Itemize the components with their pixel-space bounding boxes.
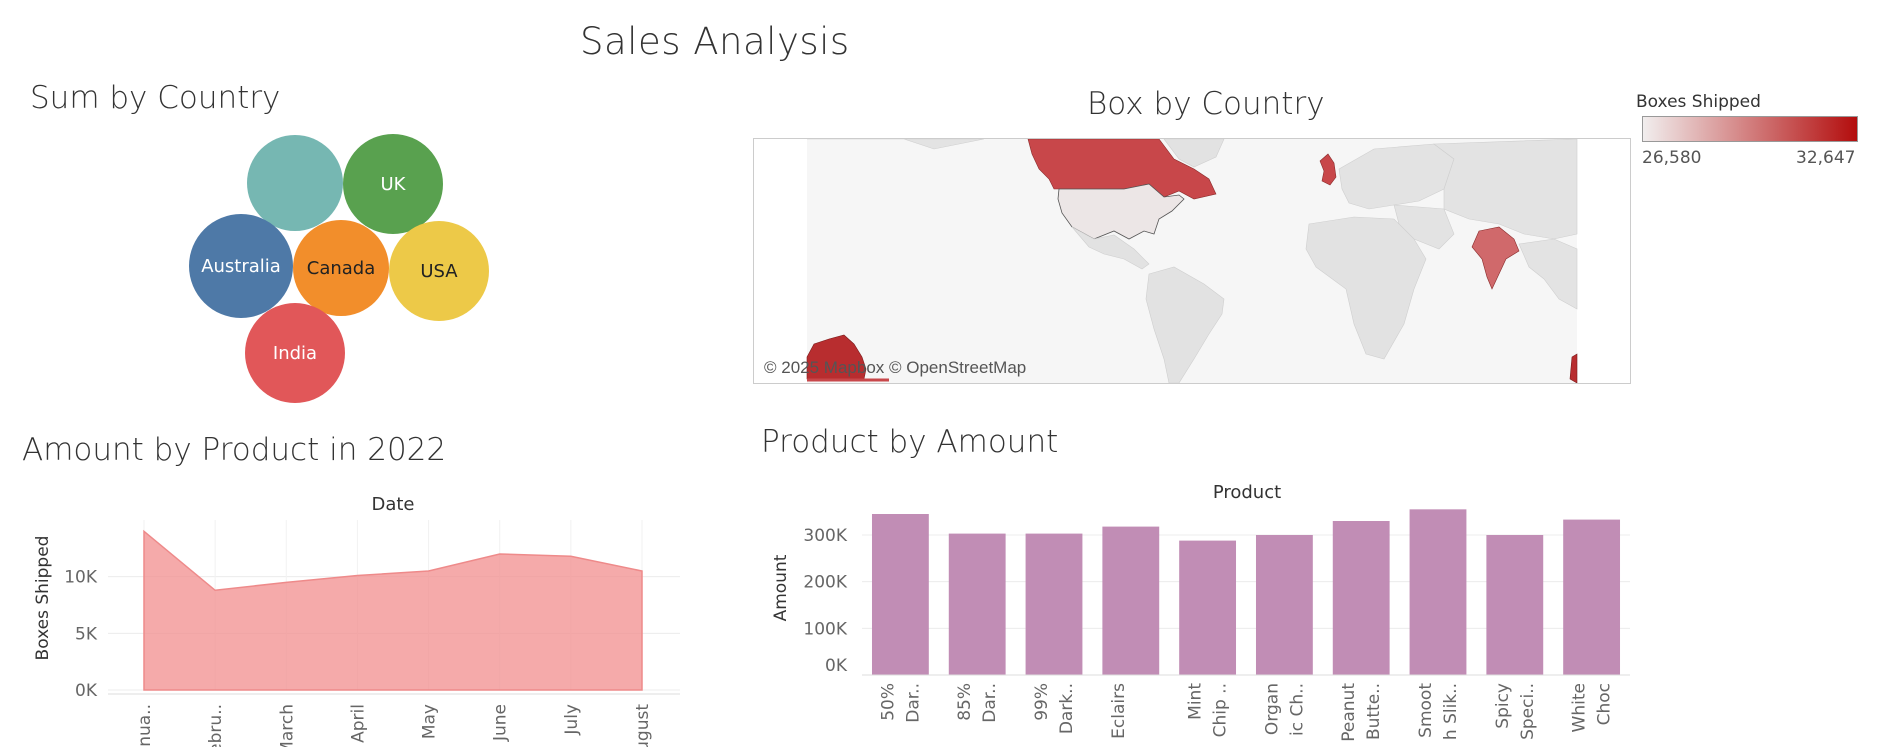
- bar-xtick: 99%: [1032, 683, 1052, 721]
- bubble-chart[interactable]: UK Australia Canada USA India: [0, 0, 560, 410]
- bubble-label: UK: [381, 174, 407, 195]
- bar-xtick: Chip ..: [1211, 683, 1231, 737]
- bar-xtick: Mint: [1186, 683, 1206, 720]
- bar-ylabel: Amount: [771, 554, 791, 621]
- map-country-new-zealand: [1569, 353, 1578, 383]
- bar-ytick: 100K: [803, 619, 847, 639]
- map-country-south-america: [1145, 266, 1225, 383]
- map-country-uk: [1319, 153, 1337, 186]
- bar-mark[interactable]: [1255, 535, 1313, 675]
- bar-xtick: 85%: [955, 683, 975, 721]
- bubble-label: Canada: [307, 258, 376, 279]
- legend-max-label: 32,647: [1796, 148, 1856, 168]
- map-country-canada: [1027, 139, 1217, 200]
- map-canvas: [754, 139, 1630, 383]
- bar-xtick: h Slik..: [1441, 683, 1461, 740]
- bar-mark[interactable]: [1563, 519, 1621, 675]
- bar-xtick: Organ: [1262, 683, 1282, 735]
- sum-by-country-title: Sum by Country: [30, 80, 281, 116]
- map-country-se-asia: [1518, 238, 1578, 310]
- bar-header: Product: [1213, 482, 1281, 503]
- bar-mark[interactable]: [948, 533, 1006, 675]
- area-xtick: Janua..: [135, 704, 155, 747]
- bar-xtick: Dark..: [1057, 683, 1077, 734]
- area-ytick: 10K: [64, 568, 98, 588]
- area-chart[interactable]: Date 0K 5K 10K Boxes Shipped Janua.. Febru.. Ma…: [0, 480, 740, 747]
- bar-ytick: 0K: [825, 656, 848, 676]
- bubble-label: India: [273, 343, 317, 364]
- map-country-europe: [1338, 143, 1455, 210]
- bar-ytick: 300K: [803, 526, 847, 546]
- map-country-india: [1471, 226, 1520, 290]
- bar-mark[interactable]: [1486, 535, 1544, 675]
- dashboard-title: Sales Analysis: [580, 20, 850, 63]
- bar-mark[interactable]: [1409, 509, 1467, 675]
- area-xtick: August: [633, 704, 653, 747]
- bar-xtick: Spicy: [1493, 683, 1513, 729]
- bar-xtick: Smoot: [1416, 683, 1436, 738]
- bar-xtick: 50%: [878, 683, 898, 721]
- bar-xtick: Speci..: [1518, 683, 1538, 740]
- bar-xtick: Peanut: [1339, 683, 1359, 742]
- bar-mark[interactable]: [1179, 540, 1237, 675]
- legend-min-label: 26,580: [1642, 148, 1702, 168]
- bubble-australia[interactable]: [189, 214, 293, 318]
- box-by-country-title: Box by Country: [1087, 86, 1325, 122]
- bar-xtick: Dar..: [903, 683, 923, 723]
- bubble-india[interactable]: [245, 303, 345, 403]
- bar-xtick: Choc: [1595, 683, 1615, 725]
- map-attribution: © 2025 Mapbox © OpenStreetMap: [764, 358, 1027, 377]
- bar-xtick: White: [1570, 683, 1590, 732]
- legend-color-ramp: [1642, 116, 1858, 142]
- area-xtick: July: [562, 704, 582, 736]
- bar-mark[interactable]: [1102, 526, 1160, 675]
- bar-xtick: Eclairs: [1109, 683, 1129, 739]
- legend-title: Boxes Shipped: [1636, 92, 1761, 112]
- bubble-usa[interactable]: [389, 221, 489, 321]
- map-country-usa: [1057, 183, 1185, 240]
- bubble-label: Australia: [201, 256, 281, 277]
- amount-by-product-title: Amount by Product in 2022: [22, 432, 447, 468]
- bubble-unlabeled[interactable]: [247, 135, 343, 231]
- map-country-greenland: [1163, 139, 1225, 168]
- area-xtick: Febru..: [206, 704, 226, 747]
- map-country-africa: [1305, 216, 1427, 360]
- bar-mark[interactable]: [1332, 521, 1390, 675]
- bubble-uk[interactable]: [343, 134, 443, 234]
- area-ylabel: Boxes Shipped: [33, 536, 53, 661]
- map-country-mexico: [1071, 226, 1150, 270]
- bubble-label: USA: [420, 261, 458, 282]
- product-by-amount-title: Product by Amount: [761, 424, 1059, 460]
- area-xtick: April: [348, 704, 368, 743]
- area-header: Date: [371, 494, 414, 515]
- map-country-alaska: [807, 139, 985, 150]
- bar-xtick: Dar..: [980, 683, 1000, 723]
- area-xtick: May: [420, 704, 440, 739]
- area-series[interactable]: [143, 529, 643, 691]
- bar-ytick: 200K: [803, 573, 847, 593]
- bubble-canada[interactable]: [293, 220, 389, 316]
- bar-mark[interactable]: [1025, 533, 1083, 675]
- area-xtick: March: [277, 704, 297, 747]
- area-xtick: June: [491, 704, 511, 742]
- area-ytick: 5K: [75, 624, 98, 644]
- map-country-asia: [1433, 139, 1578, 240]
- country-map[interactable]: [753, 138, 1631, 384]
- area-ytick: 0K: [75, 681, 98, 701]
- bar-xtick: Butte..: [1364, 683, 1384, 740]
- bar-xtick: ic Ch..: [1287, 683, 1307, 736]
- bar-mark[interactable]: [871, 514, 929, 675]
